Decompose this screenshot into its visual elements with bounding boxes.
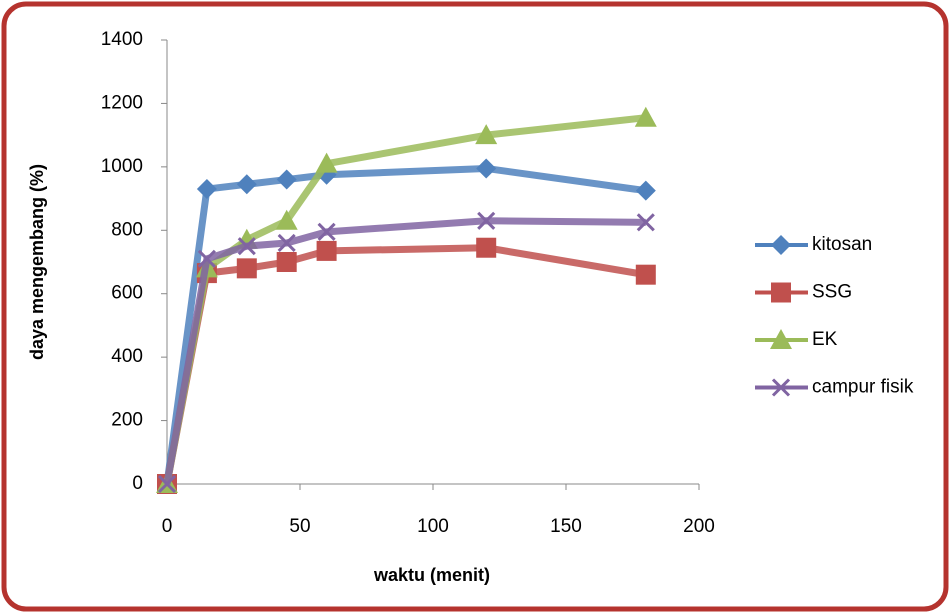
y-tick-label: 1000 [101,156,143,177]
chart: waktu (menit) daya mengembang (%) 0 200 40… [0,0,951,614]
x-tick-label: 150 [550,516,582,537]
y-tick-label: 800 [111,219,143,240]
frame [4,4,946,609]
legend-label: kitosan [812,234,872,255]
marker [237,258,257,278]
y-tick-label: 1400 [101,29,143,50]
y-tick-label: 200 [111,410,143,431]
y-tick-label: 1200 [101,92,143,113]
y-tick-label: 600 [111,283,143,304]
x-tick-label: 50 [289,516,310,537]
y-tick-label: 400 [111,346,143,367]
y-axis-label: daya mengembang (%) [27,164,47,360]
x-tick-label: 0 [162,516,173,537]
legend-label: EK [812,329,838,350]
marker [636,265,656,285]
legend-marker [771,283,791,303]
x-axis-label: waktu (menit) [373,565,490,585]
y-tick-label: 0 [132,473,143,494]
marker [476,238,496,258]
x-tick-label: 200 [683,516,715,537]
marker [277,252,297,272]
legend-label: campur fisik [812,377,914,398]
legend-label: SSG [812,282,852,303]
x-tick-label: 100 [417,516,449,537]
marker [317,241,337,261]
